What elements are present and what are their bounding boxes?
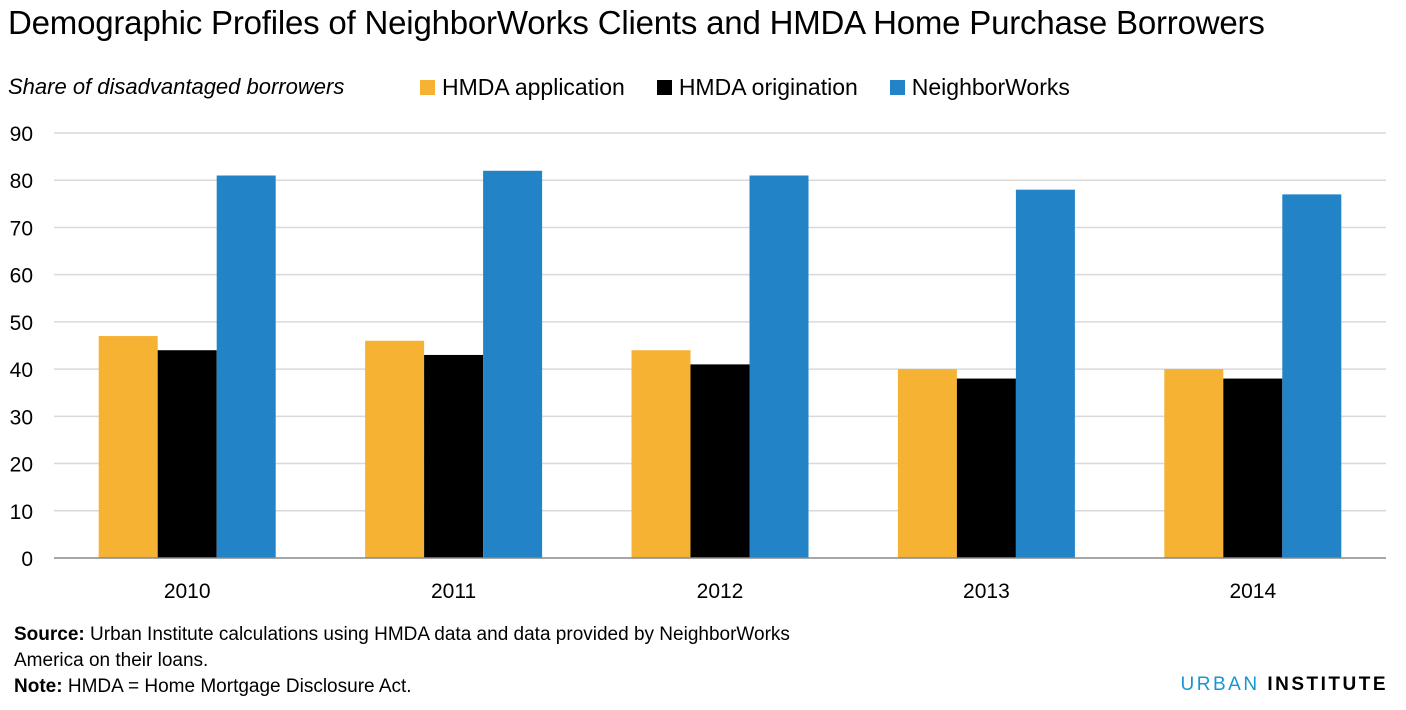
bar-hmda-origination-2012: [690, 364, 750, 558]
legend-label-hmda-origination: HMDA origination: [678, 74, 858, 100]
y-tick-label-70: 70: [10, 217, 33, 240]
x-tick-label-2012: 2012: [697, 580, 744, 603]
note-label: Note:: [14, 676, 63, 697]
source-note-continued: America on their loans.: [14, 650, 208, 672]
y-tick-label-20: 20: [10, 454, 33, 477]
brand-urban: URBAN: [1180, 674, 1260, 695]
brand-institute: INSTITUTE: [1267, 674, 1388, 695]
bar-hmda-application-2011: [365, 340, 425, 558]
legend-label-hmda-application: HMDA application: [442, 74, 625, 100]
y-tick-label-50: 50: [10, 312, 33, 335]
source-note: Source: Urban Institute calculations usi…: [14, 624, 790, 646]
x-tick-label-2011: 2011: [431, 580, 476, 603]
y-tick-label-60: 60: [10, 265, 33, 288]
source-text-line-2: America on their loans.: [14, 650, 209, 671]
y-axis-label: Share of disadvantaged borrowers: [8, 74, 345, 99]
bar-neighborworks-2011: [483, 170, 543, 558]
bar-hmda-application-2013: [897, 369, 957, 558]
bar-neighborworks-2013: [1015, 189, 1075, 558]
legend-label-neighborworks: NeighborWorks: [911, 74, 1070, 100]
bar-hmda-origination-2013: [956, 378, 1016, 558]
legend: HMDA application HMDA origination Neighb…: [420, 74, 1102, 101]
y-tick-label-10: 10: [10, 501, 33, 524]
legend-swatch-hmda-application: [420, 80, 435, 95]
bar-hmda-application-2014: [1164, 369, 1224, 558]
bar-hmda-origination-2011: [424, 354, 484, 558]
bar-neighborworks-2012: [749, 175, 809, 558]
legend-swatch-neighborworks: [889, 80, 905, 95]
note: Note: HMDA = Home Mortgage Disclosure Ac…: [14, 676, 412, 698]
x-tick-label-2013: 2013: [963, 580, 1010, 603]
legend-item-hmda-application: HMDA application: [420, 74, 625, 101]
bar-hmda-application-2012: [631, 350, 691, 558]
legend-swatch-hmda-origination: [656, 80, 672, 95]
source-text-line-1: Urban Institute calculations using HMDA …: [84, 624, 790, 645]
chart-title: Demographic Profiles of NeighborWorks Cl…: [8, 4, 1265, 41]
bar-hmda-origination-2014: [1223, 378, 1283, 558]
bar-hmda-origination-2010: [157, 350, 217, 558]
y-tick-label-80: 80: [10, 170, 33, 193]
note-text: HMDA = Home Mortgage Disclosure Act.: [62, 676, 412, 697]
x-tick-label-2014: 2014: [1229, 580, 1276, 603]
source-label: Source:: [14, 624, 85, 645]
y-tick-label-90: 90: [10, 123, 33, 146]
bar-neighborworks-2014: [1282, 194, 1342, 558]
x-tick-label-2010: 2010: [164, 580, 211, 603]
legend-item-hmda-origination: HMDA origination: [656, 74, 858, 101]
bar-neighborworks-2010: [216, 175, 276, 558]
bar-hmda-application-2010: [98, 336, 158, 558]
y-tick-label-30: 30: [10, 406, 33, 429]
urban-institute-logo: URBAN INSTITUTE: [1181, 674, 1388, 696]
y-tick-label-40: 40: [10, 359, 33, 382]
y-tick-label-0: 0: [21, 548, 33, 571]
legend-item-neighborworks: NeighborWorks: [889, 74, 1070, 101]
